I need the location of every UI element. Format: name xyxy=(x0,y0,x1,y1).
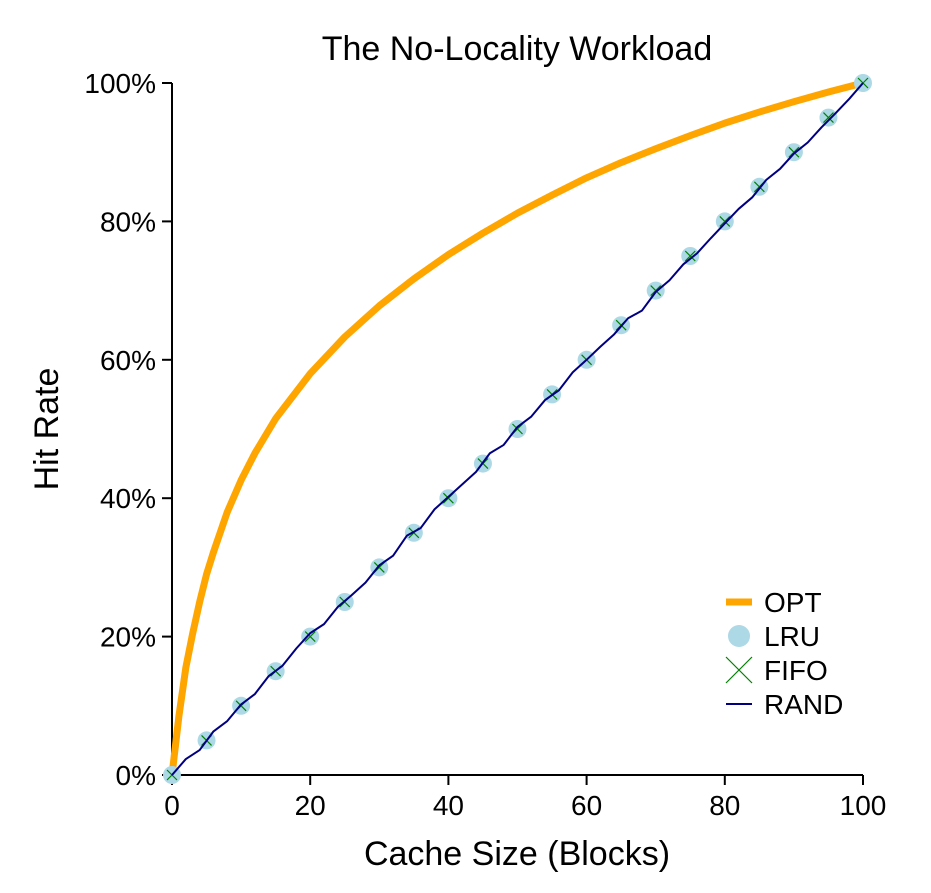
x-axis-label: Cache Size (Blocks) xyxy=(364,835,670,873)
legend-label: OPT xyxy=(764,587,822,618)
fifo-point xyxy=(650,285,662,297)
fifo-point xyxy=(684,250,696,262)
fifo-point xyxy=(823,112,834,124)
x-tick-label: 40 xyxy=(433,790,464,821)
y-tick-label: 40% xyxy=(100,483,156,514)
y-tick-label: 0% xyxy=(116,760,156,791)
chart-title: The No-Locality Workload xyxy=(322,30,713,68)
legend-label: LRU xyxy=(764,621,820,652)
y-tick-label: 100% xyxy=(84,68,156,99)
x-tick-label: 60 xyxy=(571,790,602,821)
x-tick-label: 20 xyxy=(295,790,326,821)
y-tick-label: 20% xyxy=(100,622,156,653)
fifo-point xyxy=(304,631,316,643)
x-tick-label: 0 xyxy=(164,790,180,821)
series-opt-line xyxy=(168,79,867,779)
legend-swatch-lru xyxy=(728,625,750,647)
axes-layer: 0 20 40 60 80 100 0% 20% 40% 60% 80% 100% xyxy=(84,68,886,821)
legend-swatch-fifo xyxy=(725,656,753,684)
y-tick-label: 80% xyxy=(100,206,156,237)
fifo-point xyxy=(788,146,800,158)
legend-label: FIFO xyxy=(764,655,828,686)
legend-label: RAND xyxy=(764,689,843,720)
x-tick-label: 100 xyxy=(840,790,887,821)
fifo-point xyxy=(719,215,731,227)
series-layer xyxy=(163,74,872,784)
y-tick-label: 60% xyxy=(100,345,156,376)
series-rand-line xyxy=(171,82,864,776)
x-tick-label: 80 xyxy=(709,790,740,821)
y-axis-label: Hit Rate xyxy=(28,368,66,491)
